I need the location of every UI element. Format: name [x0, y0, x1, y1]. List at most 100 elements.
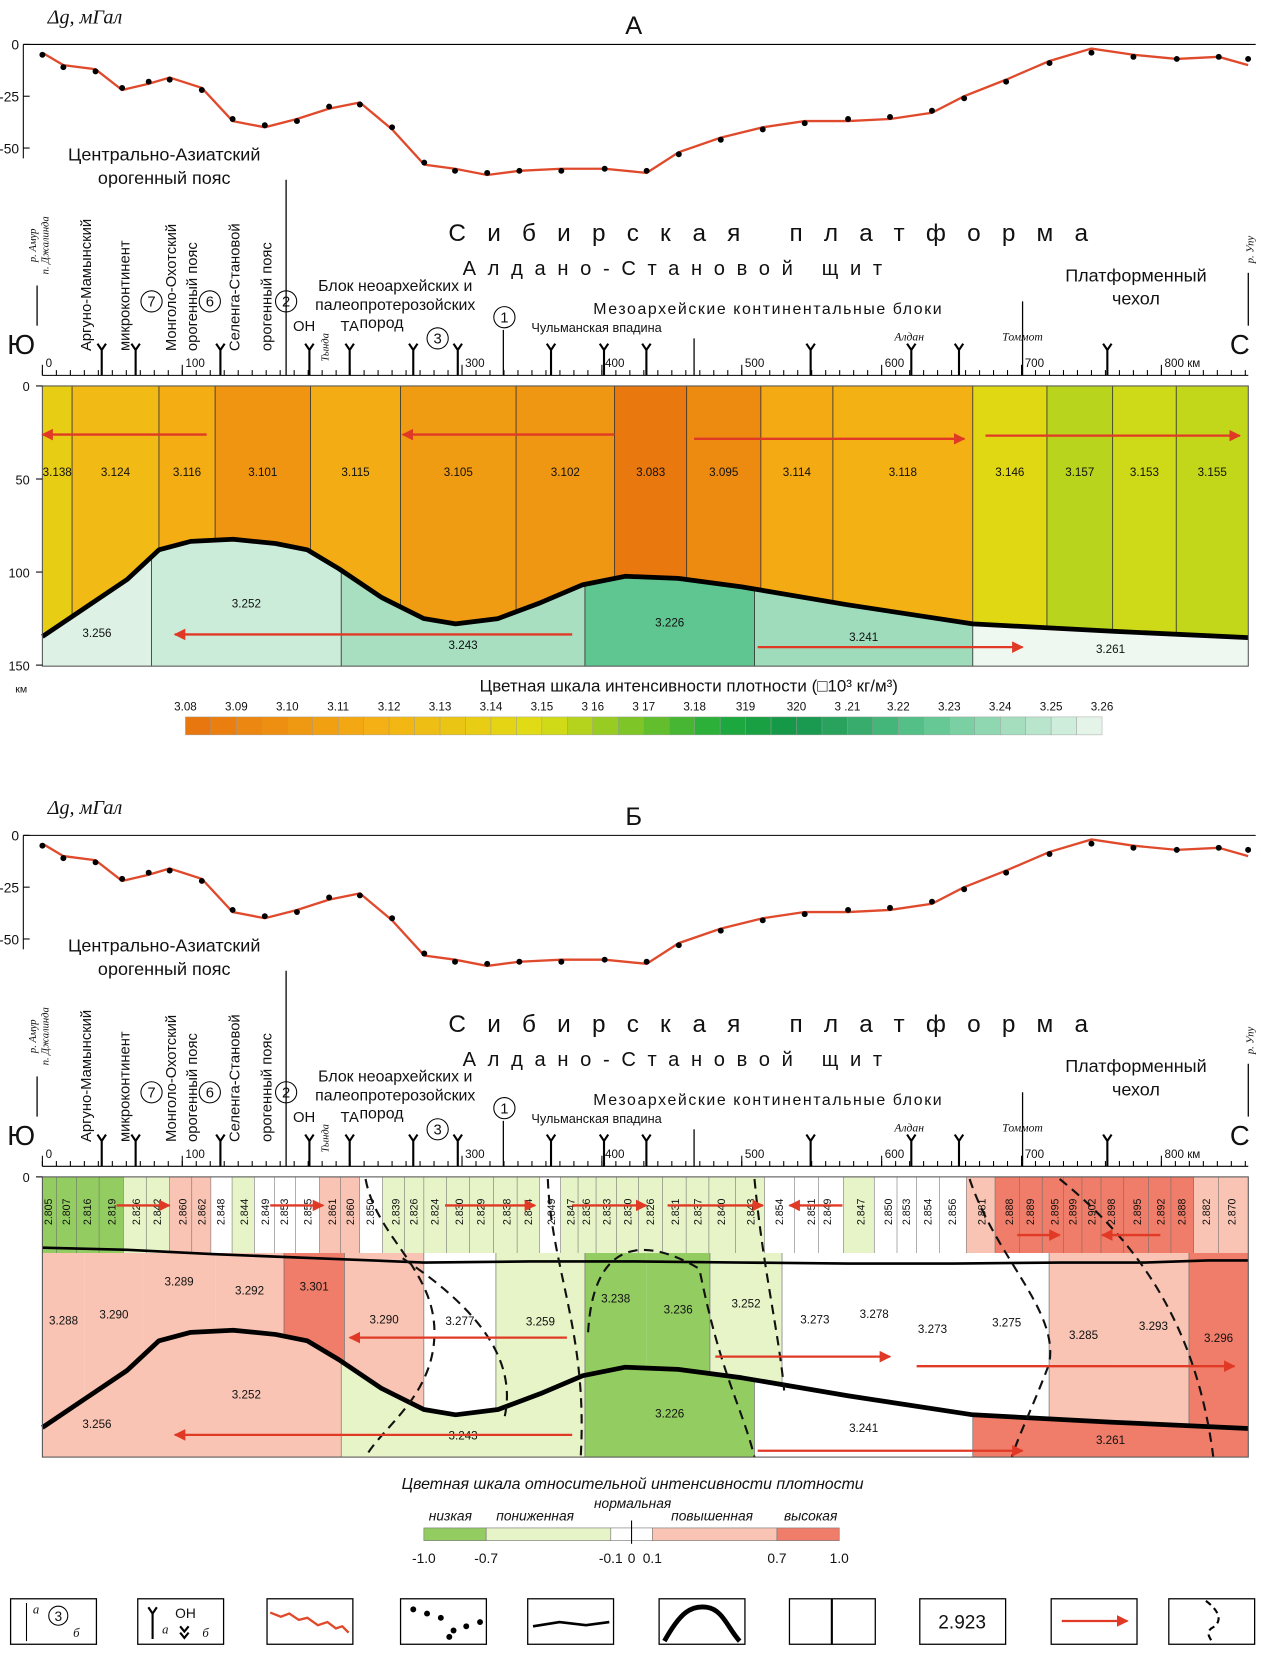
crust-block-label: 3.288 — [49, 1315, 78, 1328]
crust-block — [972, 385, 1047, 667]
top-block — [446, 1176, 470, 1254]
colorbar-segment — [423, 1527, 487, 1541]
zone-number-circle — [140, 290, 163, 313]
computed-point — [1130, 844, 1137, 851]
crust-block-label: 3.292 — [235, 1285, 264, 1298]
top-block-label: 2.840 — [716, 1198, 728, 1225]
top-block — [939, 1176, 967, 1254]
top-block — [966, 1176, 996, 1254]
region-label: Центрально-Азиатский — [68, 145, 260, 165]
top-block-label: 2.847 — [856, 1198, 868, 1225]
computed-point — [1173, 55, 1180, 62]
top-block — [843, 1176, 875, 1254]
region-label: Платформенный — [1065, 1056, 1206, 1076]
colorbar-tick-label: -0.7 — [474, 1551, 498, 1566]
colorbar-category: повышенная — [671, 1509, 753, 1524]
computed-point — [801, 120, 808, 127]
crust-block — [1112, 385, 1177, 667]
computed-point — [326, 103, 333, 110]
computed-point — [389, 915, 396, 922]
top-block-label: 2.862 — [197, 1198, 209, 1225]
top-block-label: 2.829 — [475, 1198, 487, 1225]
mantle-block-label: 3.256 — [82, 1418, 111, 1431]
colorbar-tick-label: 3 16 — [581, 701, 604, 714]
km-tick-label: 700 — [1025, 357, 1045, 370]
region-label: Мезоархейские континентальные блоки — [593, 301, 943, 318]
crust-block-label: 3.157 — [1065, 466, 1094, 479]
computed-point — [145, 78, 152, 85]
legend-box — [9, 1598, 98, 1645]
top-block — [76, 1176, 100, 1254]
computed-point — [421, 950, 428, 957]
direction-label: Ю — [7, 1120, 35, 1151]
crust-block-label: 3.275 — [992, 1316, 1021, 1329]
colorbar-cell — [719, 716, 746, 736]
computed-point — [675, 151, 682, 158]
km-tick-label: 300 — [465, 1148, 485, 1161]
top-block — [146, 1176, 170, 1254]
station-symbol — [598, 343, 610, 376]
legend-text: 3 — [54, 1609, 62, 1624]
region-label: Мезоархейские континентальные блоки — [593, 1092, 943, 1109]
zone-number: 1 — [500, 1101, 508, 1117]
direction-label: С — [1230, 1120, 1250, 1151]
crust-block-label: 3.102 — [551, 466, 580, 479]
computed-point — [1003, 869, 1010, 876]
station-symbol — [452, 343, 463, 376]
top-block-label: 2.850 — [365, 1198, 377, 1225]
moho-boundary — [41, 536, 1249, 640]
top-block — [794, 1176, 819, 1254]
colorbar-tick-label: 3.23 — [938, 701, 961, 714]
km-tick-label: 300 — [465, 357, 485, 370]
town-label: Тында — [320, 333, 331, 362]
computed-point — [643, 958, 650, 965]
station-symbol — [641, 1134, 652, 1167]
station-symbol — [1102, 343, 1113, 376]
top-block-label: 2.895 — [1050, 1198, 1062, 1225]
gravity-tick-label: -25 — [0, 880, 19, 895]
legend-sym — [450, 1627, 457, 1634]
top-block-label: 2.830 — [623, 1198, 635, 1225]
station-symbol — [906, 343, 917, 376]
computed-point — [845, 906, 852, 913]
zone-number-circle — [426, 1118, 449, 1141]
computed-point — [452, 958, 458, 965]
top-block — [1063, 1176, 1082, 1254]
colorbar-category: пониженная — [496, 1509, 574, 1524]
computed-point — [1130, 53, 1137, 60]
colorbar-tick-label: 3.24 — [989, 701, 1012, 714]
colorbar-title: Цветная шкала интенсивности плотности (□… — [480, 677, 898, 696]
colorbar-cell — [287, 716, 313, 736]
zone-number-circle — [198, 1081, 221, 1104]
top-block-label: 2.855 — [303, 1198, 315, 1225]
computed-point — [558, 167, 565, 174]
colorbar-tick-label: 3.18 — [683, 701, 706, 714]
top-block-label: 2.892 — [1156, 1198, 1168, 1225]
colorbar-cell — [898, 716, 925, 736]
direction-label: Ю — [7, 329, 35, 360]
computed-point — [60, 64, 67, 71]
top-block — [874, 1176, 898, 1254]
region-label: чехол — [1112, 1079, 1160, 1099]
region-label: Алдано-Становой щит — [463, 1049, 894, 1071]
mantle-block-label: 3.243 — [449, 639, 478, 652]
km-tick-label: 800 км — [1165, 1148, 1201, 1161]
legend-sym — [662, 1604, 742, 1643]
km-tick-label: 0 — [46, 357, 53, 370]
colorbar-cell — [643, 716, 670, 736]
crust-block-label: 3.285 — [1069, 1329, 1098, 1342]
zone-label: орогенный пояс — [259, 242, 275, 351]
zone-label: микроконтинент — [117, 240, 133, 351]
computed-point — [39, 842, 46, 849]
km-tick-label: 100 — [185, 1148, 205, 1161]
top-block — [897, 1176, 917, 1254]
zone-number-circle — [140, 1081, 163, 1104]
top-block — [423, 1176, 447, 1254]
computed-point — [516, 958, 523, 965]
colorbar-tick-label: 1.0 — [830, 1551, 849, 1566]
crust-block-label: 3.273 — [800, 1314, 829, 1327]
region-label: орогенный пояс — [98, 959, 231, 979]
colorbar-tick-label: 3.13 — [429, 701, 452, 714]
colorbar-tick-label: 319 — [736, 701, 755, 714]
